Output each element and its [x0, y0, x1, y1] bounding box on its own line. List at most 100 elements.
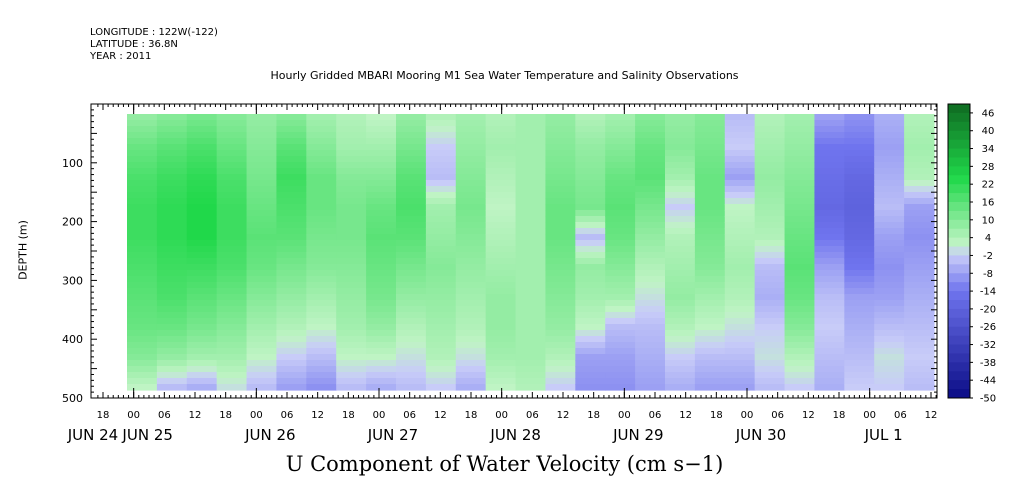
heatmap-cell [396, 378, 427, 385]
heatmap-cell [665, 114, 696, 121]
heatmap-cell [515, 330, 547, 337]
heatmap-cell [605, 246, 636, 253]
heatmap-cell [545, 282, 576, 289]
heatmap-cell [694, 300, 726, 307]
heatmap-cell [366, 222, 397, 229]
heatmap-cell [635, 216, 666, 223]
heatmap-cell [246, 126, 278, 133]
heatmap-cell [575, 294, 606, 301]
heatmap-cell [156, 240, 188, 247]
heatmap-cell [216, 228, 248, 235]
heatmap-cell [874, 306, 905, 313]
heatmap-cell [425, 174, 457, 181]
heatmap-cell [276, 312, 307, 319]
heatmap-cell [515, 348, 547, 355]
heatmap-cell [336, 366, 367, 373]
heatmap-cell [694, 252, 726, 259]
heatmap-cell [485, 288, 517, 295]
colorbar-label: -26 [980, 322, 996, 333]
heatmap-cell [784, 204, 816, 211]
heatmap-cell [366, 378, 397, 385]
heatmap-cell [694, 204, 726, 211]
heatmap-cell [425, 144, 457, 151]
heatmap-cell [665, 282, 696, 289]
heatmap-cell [306, 354, 337, 361]
heatmap-cell [545, 180, 576, 187]
heatmap-cell [575, 342, 606, 349]
heatmap-cell [665, 258, 696, 265]
heatmap-cell [366, 144, 397, 151]
heatmap-cell [246, 246, 278, 253]
heatmap-cell [784, 138, 816, 145]
heatmap-cell [844, 138, 875, 145]
heatmap-cell [874, 264, 905, 271]
heatmap-cell [216, 258, 248, 265]
heatmap-cell [784, 336, 816, 343]
heatmap-cell [246, 240, 278, 247]
heatmap-cell [904, 210, 935, 217]
heatmap-cell [515, 120, 547, 127]
y-axis: 100 200 300 400 500 [62, 103, 937, 405]
heatmap-cell [366, 282, 397, 289]
heatmap-cell [844, 258, 875, 265]
heatmap-cell [635, 240, 666, 247]
heatmap-cell [425, 150, 457, 157]
heatmap-cell [366, 174, 397, 181]
colorbar-band [948, 130, 970, 141]
heatmap-cell [754, 210, 786, 217]
heatmap-cell [904, 372, 935, 379]
heatmap-cell [455, 252, 487, 259]
heatmap-cell [186, 204, 218, 211]
heatmap-cell [186, 348, 218, 355]
heatmap-cell [515, 324, 547, 331]
heatmap-cell [425, 204, 457, 211]
heatmap-cell [874, 360, 905, 367]
heatmap-cell [605, 258, 636, 265]
colorbar-label: 34 [982, 144, 995, 155]
heatmap-cell [605, 306, 636, 313]
heatmap-cell [545, 294, 576, 301]
heatmap-cell [874, 180, 905, 187]
heatmap-cell [904, 336, 935, 343]
heatmap-cell [635, 114, 666, 121]
longitude-label: LONGITUDE : 122W(-122) [90, 27, 218, 38]
colorbar-band [948, 175, 970, 185]
heatmap-cell [605, 276, 636, 283]
heatmap-cell [156, 300, 188, 307]
heatmap-cell [545, 378, 576, 385]
heatmap-cell [336, 324, 367, 331]
heatmap-cell [186, 366, 218, 373]
colorbar-band [948, 282, 970, 292]
heatmap-cell [814, 198, 845, 205]
heatmap-cell [694, 318, 726, 325]
heatmap-cell [276, 144, 307, 151]
heatmap-cell [724, 240, 756, 247]
heatmap-cell [575, 234, 606, 241]
heatmap-cell [754, 258, 786, 265]
heatmap-cell [694, 360, 726, 367]
heatmap-cell [545, 366, 576, 373]
heatmap-cell [575, 348, 606, 355]
heatmap-cell [874, 204, 905, 211]
heatmap-cell [366, 324, 397, 331]
heatmap-cell [784, 330, 816, 337]
heatmap-cell [904, 360, 935, 367]
heatmap-cell [724, 210, 756, 217]
heatmap-cell [396, 162, 427, 169]
heatmap-cell [485, 372, 517, 379]
heatmap-cell [336, 246, 367, 253]
heatmap-cell [545, 186, 576, 193]
heatmap-cell [545, 252, 576, 259]
heatmap-cells [91, 104, 937, 398]
heatmap-cell [306, 150, 337, 157]
heatmap-cell [575, 144, 606, 151]
heatmap-cell [186, 174, 218, 181]
heatmap-cell [396, 192, 427, 199]
heatmap-cell [186, 282, 218, 289]
heatmap-cell [724, 198, 756, 205]
heatmap-cell [186, 288, 218, 295]
heatmap-cell [336, 336, 367, 343]
heatmap-cell [455, 198, 487, 205]
heatmap-cell [635, 222, 666, 229]
heatmap-cell [396, 180, 427, 187]
